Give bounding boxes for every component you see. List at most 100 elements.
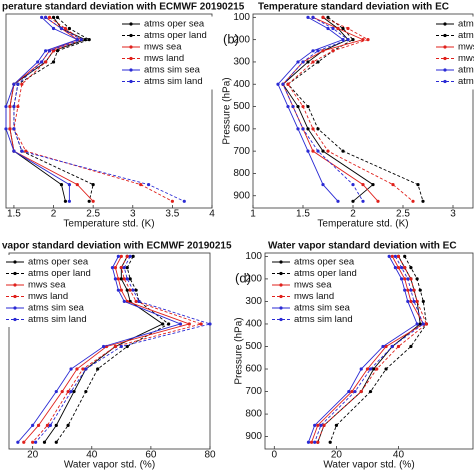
series-point [313, 440, 317, 444]
series-point [54, 423, 58, 427]
x-tick-label: 20 [27, 450, 39, 461]
series-point [87, 38, 91, 42]
series-point [409, 277, 413, 281]
x-tick-label: 40 [86, 450, 98, 461]
y-tick-label: 300 [245, 296, 262, 307]
x-tick-label: 0 [272, 450, 278, 461]
legend-marker [443, 33, 447, 38]
legend-marker [443, 45, 447, 49]
series-point [125, 266, 129, 270]
series-point [412, 299, 416, 304]
legend-box [433, 16, 474, 90]
series-point [91, 199, 95, 203]
legend-box [4, 255, 96, 327]
series-point [59, 182, 64, 187]
series-point [87, 199, 91, 203]
legend-marker [279, 294, 283, 299]
series-point [4, 104, 8, 109]
series-point [347, 389, 351, 394]
series-point [403, 254, 407, 258]
series-point [4, 127, 8, 131]
series-point [75, 367, 79, 371]
y-tick-label: 300 [233, 57, 250, 68]
series-point [276, 82, 280, 86]
series-point [125, 277, 129, 281]
series-point [390, 254, 394, 258]
series-point [415, 299, 419, 304]
series-point [391, 182, 395, 187]
series-point [42, 440, 47, 444]
series-point [119, 254, 123, 258]
series-point [336, 26, 340, 31]
series-point [406, 299, 410, 304]
series-point [69, 367, 73, 371]
series-point [301, 60, 305, 64]
series-point [67, 182, 71, 187]
y-tick-label: 700 [233, 146, 250, 157]
series-point [12, 149, 16, 153]
series-point [396, 344, 401, 349]
y-tick-label: 600 [245, 364, 262, 375]
legend-label: atms sim sea [144, 65, 201, 76]
series-point [409, 288, 413, 292]
series-point [84, 389, 88, 394]
series-point [8, 104, 12, 109]
series-point [20, 149, 24, 153]
series-point [316, 440, 320, 444]
x-tick-label: 80 [204, 450, 216, 461]
series-point [328, 440, 332, 444]
series-point [331, 26, 335, 31]
series-point [122, 277, 126, 281]
series-point [113, 344, 118, 349]
series-point [31, 440, 35, 444]
series-point [306, 149, 310, 153]
series-point [45, 423, 50, 427]
series-point [406, 288, 410, 292]
series-point [199, 322, 203, 326]
x-axis-label: Temperature std. (K) [63, 219, 154, 230]
x-tick-label: 2.5 [396, 209, 410, 220]
panel-title: Water vapor standard deviation with EC [268, 241, 457, 252]
series-point [384, 367, 388, 371]
series-line [317, 256, 427, 443]
series-point [301, 104, 305, 109]
series-point [44, 15, 48, 19]
series-point [341, 26, 345, 31]
legend-marker [13, 306, 17, 310]
series-point [409, 299, 413, 304]
series-point [281, 82, 285, 86]
series-point [161, 322, 165, 326]
series-point [346, 38, 350, 42]
series-point [309, 440, 314, 444]
series-point [316, 149, 320, 153]
legend-marker [443, 79, 447, 84]
legend-marker [279, 271, 283, 276]
series-point [387, 254, 391, 258]
series-point [421, 299, 425, 304]
series-point [403, 277, 407, 281]
x-tick-label: 3 [130, 209, 136, 220]
series-point [415, 277, 419, 281]
series-point [306, 440, 311, 444]
series-point [296, 127, 300, 131]
series-point [54, 389, 58, 394]
series-point [396, 266, 401, 270]
legend-label: atms oper land [458, 30, 474, 41]
y-tick-label: 800 [245, 409, 262, 420]
series-point [351, 38, 355, 42]
series-point [134, 288, 138, 292]
series-point [306, 15, 310, 19]
series-point [116, 288, 120, 292]
y-tick-label: 500 [233, 101, 250, 112]
series-point [12, 127, 16, 131]
legend-marker [13, 283, 17, 287]
series-point [311, 15, 315, 19]
legend-marker [13, 317, 17, 322]
legend-marker [129, 45, 133, 49]
series-point [368, 367, 373, 371]
series-point [316, 49, 320, 53]
legend-label: atms oper sea [294, 257, 355, 268]
series-point [36, 60, 40, 64]
series-point [63, 199, 68, 203]
